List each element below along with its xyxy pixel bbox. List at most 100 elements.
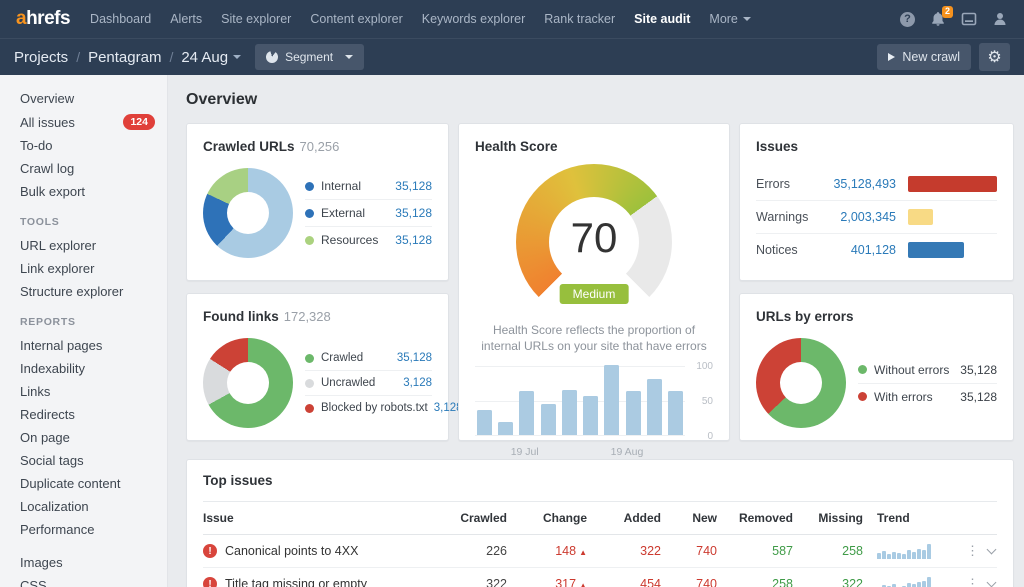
- column-header-issue[interactable]: Issue: [203, 502, 445, 534]
- legend-dot: [305, 354, 314, 363]
- column-header-change[interactable]: Change: [507, 502, 587, 534]
- sidebar-item-links[interactable]: Links: [20, 380, 167, 403]
- sidebar-item-duplicate-content[interactable]: Duplicate content: [20, 472, 167, 495]
- added-value: 322: [587, 544, 661, 558]
- help-icon[interactable]: ?: [900, 12, 915, 27]
- sidebar-item-label: Bulk export: [20, 184, 85, 199]
- sidebar-item-link-explorer[interactable]: Link explorer: [20, 257, 167, 280]
- sidebar-item-label: On page: [20, 430, 70, 445]
- nav-item-label: More: [709, 12, 737, 26]
- legend-value: 35,128: [954, 363, 997, 377]
- sidebar-item-localization[interactable]: Localization: [20, 495, 167, 518]
- chevron-down-icon: [233, 55, 241, 59]
- legend-dot: [858, 365, 867, 374]
- sidebar-item-all-issues[interactable]: All issues 124: [20, 110, 167, 134]
- issue-row-warnings: Warnings2,003,345: [756, 201, 997, 234]
- sidebar-item-label: All issues: [20, 115, 75, 130]
- breadcrumb-projects[interactable]: Projects: [14, 49, 68, 66]
- issue-type-label: Errors: [756, 177, 816, 191]
- sidebar-item-overview[interactable]: Overview: [20, 87, 167, 110]
- column-header-added[interactable]: Added: [587, 502, 661, 534]
- crawl-date-dropdown[interactable]: 24 Aug: [181, 49, 241, 66]
- column-header-trend[interactable]: Trend: [863, 502, 955, 534]
- issue-type-label: Notices: [756, 243, 816, 257]
- ahrefs-logo[interactable]: ahrefs: [16, 8, 70, 30]
- legend-value[interactable]: 35,128: [389, 233, 432, 247]
- trend-bar: [917, 549, 921, 559]
- table-row: !Canonical points to 4XX226148▲322740587…: [203, 535, 997, 568]
- issues-count-badge: 124: [123, 114, 155, 130]
- sidebar-item-internal-pages[interactable]: Internal pages: [20, 334, 167, 357]
- nav-item-alerts[interactable]: Alerts: [170, 12, 202, 26]
- nav-item-site-audit[interactable]: Site audit: [634, 12, 690, 26]
- trend-bar: [877, 553, 881, 559]
- sidebar-item-indexability[interactable]: Indexability: [20, 357, 167, 380]
- trend-bar: [927, 544, 931, 559]
- trend-sparkline: [863, 543, 955, 559]
- sidebar-item-redirects[interactable]: Redirects: [20, 403, 167, 426]
- sidebar-item-social-tags[interactable]: Social tags: [20, 449, 167, 472]
- legend-value[interactable]: 35,128: [389, 206, 432, 220]
- legend-value[interactable]: 35,128: [391, 352, 432, 364]
- sidebar-item-url-explorer[interactable]: URL explorer: [20, 234, 167, 257]
- legend-value[interactable]: 35,128: [389, 179, 432, 193]
- sidebar-item-to-do[interactable]: To-do: [20, 134, 167, 157]
- nav-item-keywords-explorer[interactable]: Keywords explorer: [422, 12, 526, 26]
- account-icon[interactable]: [992, 11, 1008, 27]
- trend-bar: [902, 554, 906, 559]
- nav-item-label: Site audit: [634, 12, 690, 26]
- issue-count-link[interactable]: 401,128: [816, 243, 908, 257]
- sidebar-item-label: Performance: [20, 522, 94, 537]
- nav-item-rank-tracker[interactable]: Rank tracker: [544, 12, 615, 26]
- history-plot-area: 100500: [475, 366, 685, 436]
- sidebar-item-structure-explorer[interactable]: Structure explorer: [20, 280, 167, 303]
- crawled-value: 322: [445, 577, 507, 587]
- issue-count-link[interactable]: 2,003,345: [816, 210, 908, 224]
- nav-item-more[interactable]: More: [709, 12, 750, 26]
- column-header-removed[interactable]: Removed: [717, 502, 793, 534]
- trend-bar: [917, 582, 921, 587]
- y-axis-label: 50: [687, 396, 713, 407]
- trend-bar: [927, 577, 931, 587]
- chevron-down-icon[interactable]: [987, 577, 997, 587]
- topnav-icons: ? 2: [900, 11, 1008, 27]
- sidebar-item-label: Overview: [20, 91, 74, 106]
- legend-value[interactable]: 3,128: [397, 377, 432, 389]
- chevron-down-icon[interactable]: [987, 544, 997, 554]
- legend-dot: [305, 404, 314, 413]
- sidebar-item-css[interactable]: CSS: [20, 574, 167, 587]
- nav-item-content-explorer[interactable]: Content explorer: [310, 12, 402, 26]
- settings-button[interactable]: ⚙: [979, 43, 1010, 71]
- issue-count-link[interactable]: 35,128,493: [816, 177, 908, 191]
- legend-label: Uncrawled: [321, 377, 375, 389]
- sidebar-item-label: Duplicate content: [20, 476, 120, 491]
- issue-link[interactable]: !Canonical points to 4XX: [203, 544, 445, 558]
- segment-button[interactable]: Segment: [255, 44, 364, 70]
- sidebar-item-bulk-export[interactable]: Bulk export: [20, 180, 167, 203]
- nav-item-site-explorer[interactable]: Site explorer: [221, 12, 291, 26]
- legend-dot: [305, 182, 314, 191]
- error-icon: !: [203, 577, 217, 587]
- breadcrumb-project-name[interactable]: Pentagram: [88, 49, 161, 66]
- sidebar-item-images[interactable]: Images: [20, 551, 167, 574]
- issue-link[interactable]: !Title tag missing or empty: [203, 577, 445, 587]
- messages-icon[interactable]: [961, 11, 977, 27]
- sidebar-item-on-page[interactable]: On page: [20, 426, 167, 449]
- sidebar-group: REPORTSInternal pagesIndexabilityLinksRe…: [20, 316, 167, 541]
- column-header-crawled[interactable]: Crawled: [445, 502, 507, 534]
- column-header-missing[interactable]: Missing: [793, 502, 863, 534]
- new-crawl-button[interactable]: New crawl: [877, 44, 971, 70]
- sidebar-item-crawl-log[interactable]: Crawl log: [20, 157, 167, 180]
- more-options-icon[interactable]: ⋮: [966, 543, 979, 559]
- more-options-icon[interactable]: ⋮: [966, 576, 979, 587]
- bell-icon[interactable]: 2: [930, 11, 946, 27]
- sidebar-item-performance[interactable]: Performance: [20, 518, 167, 541]
- sidebar-group: TOOLSURL explorerLink explorerStructure …: [20, 216, 167, 303]
- history-bar: [519, 391, 534, 435]
- top-issues-table-body: !Canonical points to 4XX226148▲322740587…: [203, 535, 997, 587]
- sidebar-item-label: URL explorer: [20, 238, 96, 253]
- sidebar-group: Overview All issues 124 To-doCrawl log Bulk …: [20, 87, 167, 203]
- column-header-new[interactable]: New: [661, 502, 717, 534]
- legend-label: Blocked by robots.txt: [321, 402, 428, 414]
- nav-item-dashboard[interactable]: Dashboard: [90, 12, 151, 26]
